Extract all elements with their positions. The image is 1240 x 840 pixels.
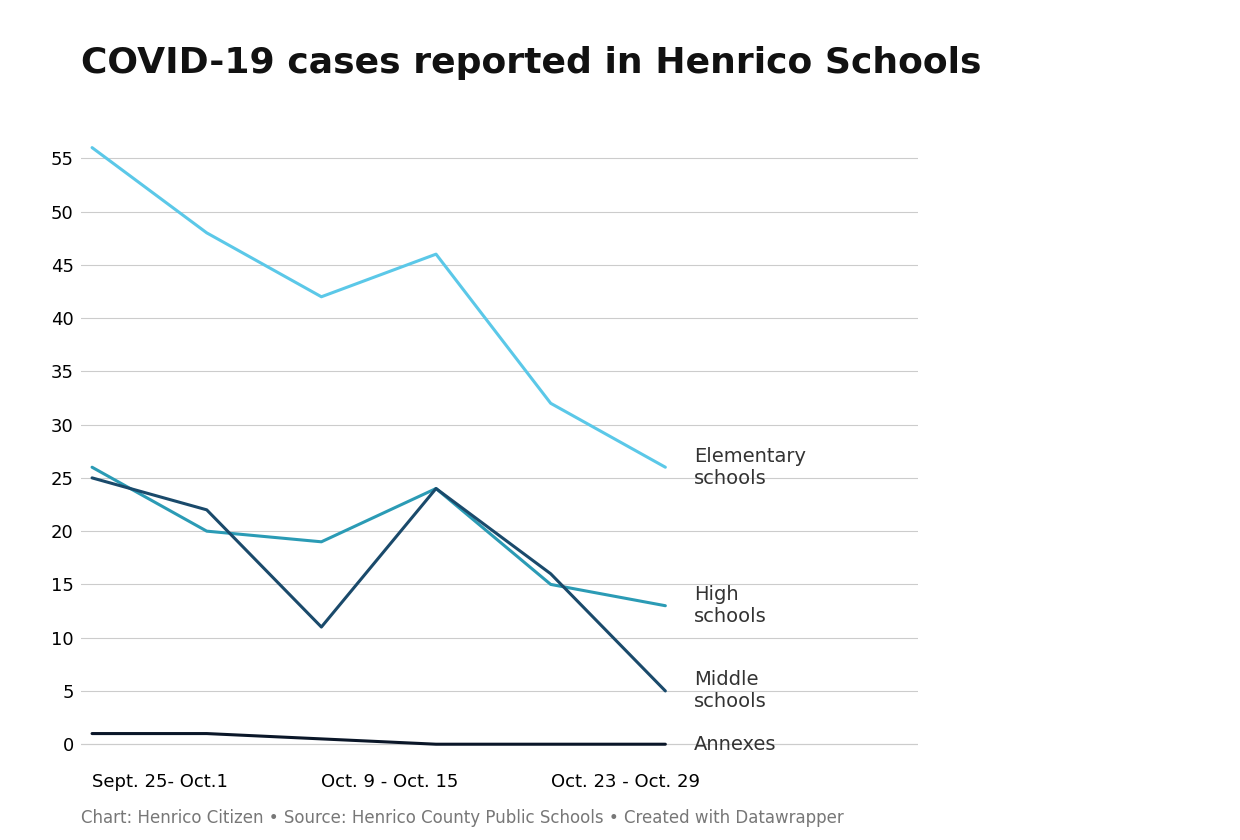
Text: Annexes: Annexes [694,735,776,753]
Text: Elementary
schools: Elementary schools [694,447,806,488]
Text: High
schools: High schools [694,585,766,627]
Text: COVID-19 cases reported in Henrico Schools: COVID-19 cases reported in Henrico Schoo… [81,46,981,80]
Text: Chart: Henrico Citizen • Source: Henrico County Public Schools • Created with Da: Chart: Henrico Citizen • Source: Henrico… [81,810,843,827]
Text: Middle
schools: Middle schools [694,670,766,711]
